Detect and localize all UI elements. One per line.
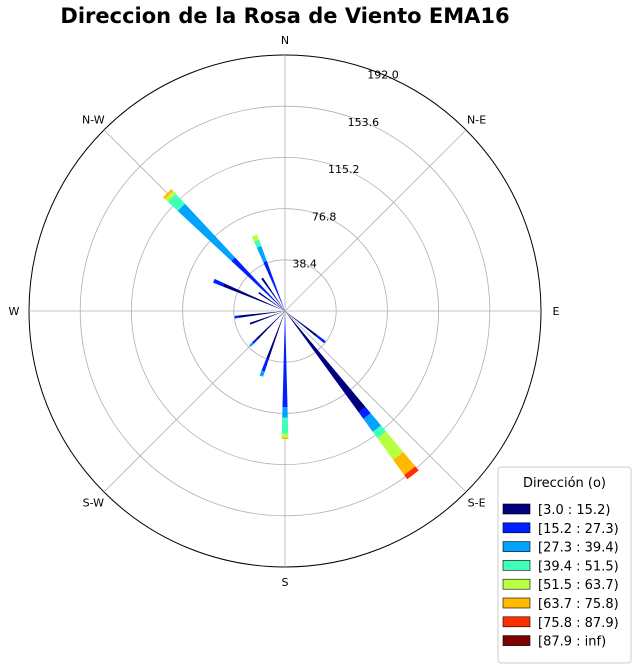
axis-labels: N N-E E S-E S S-W W N-W 38.4 76.8 115.2 153.6 192.0 [9, 34, 560, 589]
petal-4-bin-0 [285, 311, 318, 337]
petal-3-bin-1 [263, 260, 285, 311]
petal-10-bin-0 [258, 291, 285, 311]
petal-8-bin-1 [252, 338, 258, 344]
grid-spoke-s-e [284, 310, 467, 493]
direction-label-s: S [282, 576, 289, 589]
radial-tick-label-2: 115.2 [328, 163, 360, 176]
petal-5-bin-0 [222, 283, 285, 311]
wind-petals [163, 189, 419, 480]
petal-0-bin-2 [363, 413, 381, 432]
direction-label-e: E [553, 305, 560, 318]
petal-3-bin-2 [256, 245, 267, 263]
petal-2-bin-2 [177, 203, 235, 261]
legend-label-5: [63.7 : 75.8) [538, 597, 619, 612]
petal-4-bin-1 [315, 334, 326, 344]
direction-label-s-e: S-E [468, 497, 486, 510]
petal-9-bin-1 [261, 358, 269, 372]
petal-0-bin-0 [285, 311, 366, 413]
petal-0-bin-6 [404, 466, 419, 480]
legend-swatch-2 [502, 541, 531, 552]
petal-8-bin-2 [249, 342, 254, 347]
chart-title: Direccion de la Rosa de Viento EMA16 [60, 4, 509, 28]
legend-label-2: [27.3 : 39.4) [538, 541, 619, 556]
petal-2-bin-5 [163, 189, 174, 200]
petal-1-bin-4 [281, 433, 289, 438]
grid-spoke-n-e [284, 129, 467, 312]
legend-label-3: [39.4 : 51.5) [538, 559, 619, 574]
petal-1-bin-1 [282, 311, 288, 408]
petal-7-bin-0 [249, 311, 285, 325]
radial-tick-label-0: 38.4 [292, 258, 317, 271]
petal-0-bin-3 [372, 425, 387, 439]
direction-label-w: W [9, 305, 20, 318]
legend-title: Dirección (o) [523, 476, 606, 491]
petal-2-bin-1 [231, 257, 285, 311]
petal-0-bin-5 [393, 451, 416, 475]
petal-11-bin-0 [261, 277, 285, 311]
legend-swatch-3 [502, 560, 531, 571]
direction-label-n-e: N-E [467, 113, 486, 126]
legend-swatch-4 [502, 578, 531, 590]
petal-3-bin-4 [251, 234, 260, 242]
petal-2-bin-4 [165, 191, 176, 202]
radial-tick-label-4: 192.0 [367, 68, 399, 81]
petal-3-bin-3 [254, 239, 262, 248]
petal-0-bin-1 [358, 407, 371, 419]
radial-tick-label-1: 76.8 [312, 210, 337, 223]
petal-6-bin-0 [238, 311, 285, 318]
legend-label-0: [3.0 : 15.2) [538, 503, 610, 518]
petal-5-bin-1 [213, 278, 225, 287]
radial-tick-label-3: 153.6 [348, 116, 380, 129]
petal-9-bin-2 [259, 370, 265, 377]
legend-swatch-6 [502, 616, 531, 628]
petal-1-bin-5 [281, 437, 289, 439]
legend-swatch-5 [502, 597, 531, 609]
petal-9-bin-0 [266, 311, 285, 360]
legend-label-7: [87.9 : inf) [538, 635, 606, 650]
direction-label-s-w: S-W [83, 497, 105, 510]
petal-1-bin-2 [282, 406, 288, 418]
direction-label-n-w: N-W [82, 113, 105, 126]
legend-swatch-7 [502, 635, 531, 646]
direction-label-n: N [281, 34, 289, 47]
petal-8-bin-0 [255, 311, 285, 341]
legend: Dirección (o) [3.0 : 15.2) [15.2 : 27.3) [2… [497, 466, 632, 664]
petal-6-bin-1 [234, 315, 239, 319]
legend-swatch-1 [502, 522, 531, 534]
petal-2-bin-3 [167, 193, 185, 211]
legend-frame [497, 466, 632, 664]
legend-label-1: [15.2 : 27.3) [538, 522, 619, 537]
legend-label-6: [75.8 : 87.9) [538, 616, 619, 631]
petal-1-bin-3 [281, 417, 289, 434]
legend-swatch-0 [502, 503, 531, 515]
petal-0-bin-4 [377, 431, 404, 460]
legend-label-4: [51.5 : 63.7) [538, 578, 619, 593]
